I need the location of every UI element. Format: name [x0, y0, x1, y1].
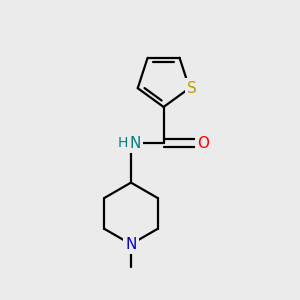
Text: H: H — [118, 136, 128, 150]
Text: O: O — [197, 136, 209, 151]
Text: S: S — [187, 81, 196, 96]
Text: N: N — [130, 136, 141, 151]
Text: N: N — [125, 237, 137, 252]
